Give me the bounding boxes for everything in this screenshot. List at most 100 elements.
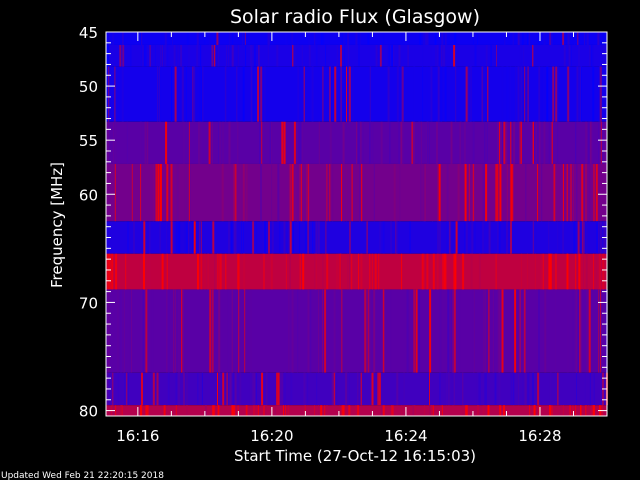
flux-streak [505,121,508,164]
flux-streak [537,372,540,406]
flux-streak [318,44,321,67]
flux-streak [512,32,514,45]
flux-streak [238,289,240,373]
flux-streak [548,121,550,164]
flux-streak [240,163,242,222]
flux-streak [446,221,448,254]
flux-streak [341,289,343,373]
flux-streak [334,372,336,406]
flux-streak [177,44,179,67]
flux-streak [425,32,427,45]
flux-streak [318,405,319,416]
flux-streak [554,253,557,290]
flux-streak [434,32,437,45]
flux-streak [485,44,488,67]
flux-streak [139,221,142,254]
flux-streak [369,289,372,373]
flux-streak [288,221,290,254]
flux-streak [599,66,602,122]
flux-streak [167,44,169,67]
flux-streak [429,405,432,416]
flux-streak [501,289,504,373]
flux-streak [579,289,581,373]
flux-streak [392,405,394,416]
flux-streak [484,121,486,164]
flux-streak [140,44,143,67]
flux-streak [440,405,442,416]
flux-streak [452,289,455,373]
flux-streak [140,163,142,222]
flux-streak [242,163,245,222]
flux-streak [470,253,472,290]
flux-streak [236,66,238,122]
flux-streak [389,121,391,164]
flux-streak [361,163,363,222]
flux-streak [551,121,553,164]
flux-streak [573,221,576,254]
flux-streak [517,32,520,45]
flux-streak [401,32,403,45]
flux-streak [139,253,142,290]
flux-streak [302,121,304,164]
flux-streak [121,66,124,122]
flux-streak [342,32,345,45]
flux-streak [114,163,116,222]
flux-streak [566,66,567,122]
flux-streak [293,121,296,164]
flux-streak [117,372,119,406]
flux-streak [445,32,447,45]
y-tick-label: 80 [79,403,98,421]
flux-streak [140,32,142,45]
flux-streak [446,163,449,222]
flux-streak [550,32,552,45]
flux-streak [557,66,559,122]
flux-streak [468,163,470,222]
flux-streak [595,253,598,290]
flux-streak [357,372,359,406]
flux-streak [233,221,236,254]
flux-streak [482,405,485,416]
flux-streak [439,372,441,406]
flux-streak [281,121,284,164]
flux-streak [474,44,477,67]
flux-streak [141,32,143,45]
flux-streak [560,405,563,416]
flux-streak [380,405,383,416]
flux-streak [447,289,450,373]
flux-streak [261,121,263,164]
flux-streak [585,405,587,416]
flux-streak [555,32,557,45]
flux-streak [575,289,577,373]
flux-streak [263,253,265,290]
flux-streak [141,372,143,406]
flux-streak [460,121,462,164]
flux-streak [572,405,574,416]
flux-streak [377,372,380,406]
flux-streak [231,44,234,67]
flux-streak [151,289,154,373]
updated-timestamp: Updated Wed Feb 21 22:20:15 2018 [1,471,164,480]
flux-streak [201,253,203,290]
flux-streak [149,44,151,67]
flux-streak [265,372,268,406]
flux-streak [464,221,466,254]
flux-streak [596,221,599,254]
flux-streak [278,372,280,406]
flux-streak [487,66,489,122]
flux-streak [476,372,479,406]
flux-streak [299,163,301,222]
flux-streak [575,405,577,416]
flux-streak [352,66,354,122]
flux-streak [285,405,287,416]
flux-streak [271,221,274,254]
flux-streak [245,44,247,67]
flux-streak [519,44,522,67]
flux-streak [563,44,566,67]
flux-streak [141,221,143,254]
flux-streak [382,405,385,416]
flux-streak [495,253,497,290]
flux-streak [496,221,498,254]
flux-streak [218,372,221,406]
flux-streak [473,221,476,254]
flux-streak [557,121,559,164]
